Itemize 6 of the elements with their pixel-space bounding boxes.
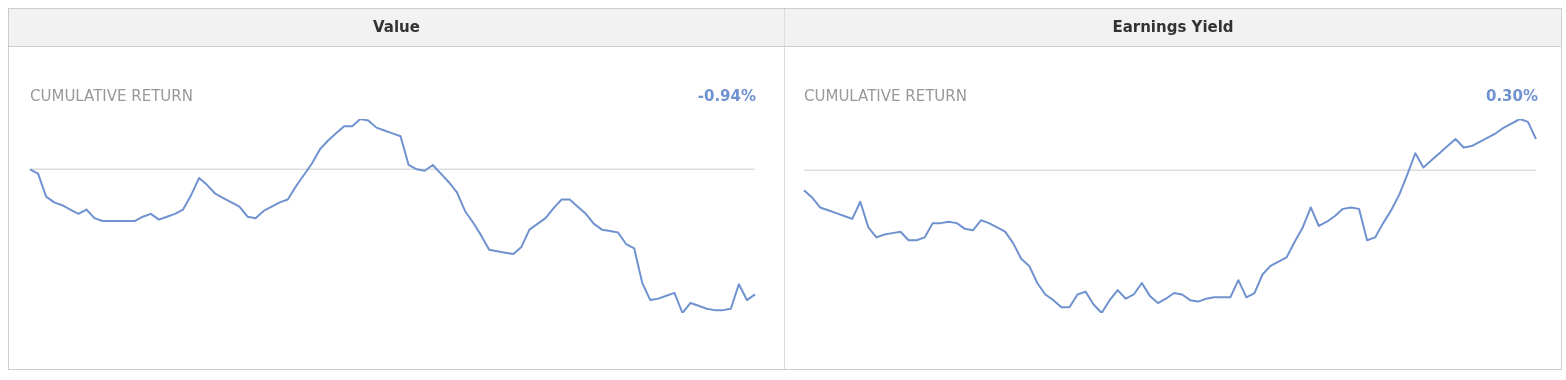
text: -0.94% [697,87,756,105]
text: 0.30% [1485,87,1538,105]
chart-subtitle: CUMULATIVE RETURN [30,87,193,105]
chart-subtitle: CUMULATIVE RETURN [804,87,967,105]
chart-title: Earnings Yield [785,9,1561,47]
chart-title: Value [9,9,784,47]
